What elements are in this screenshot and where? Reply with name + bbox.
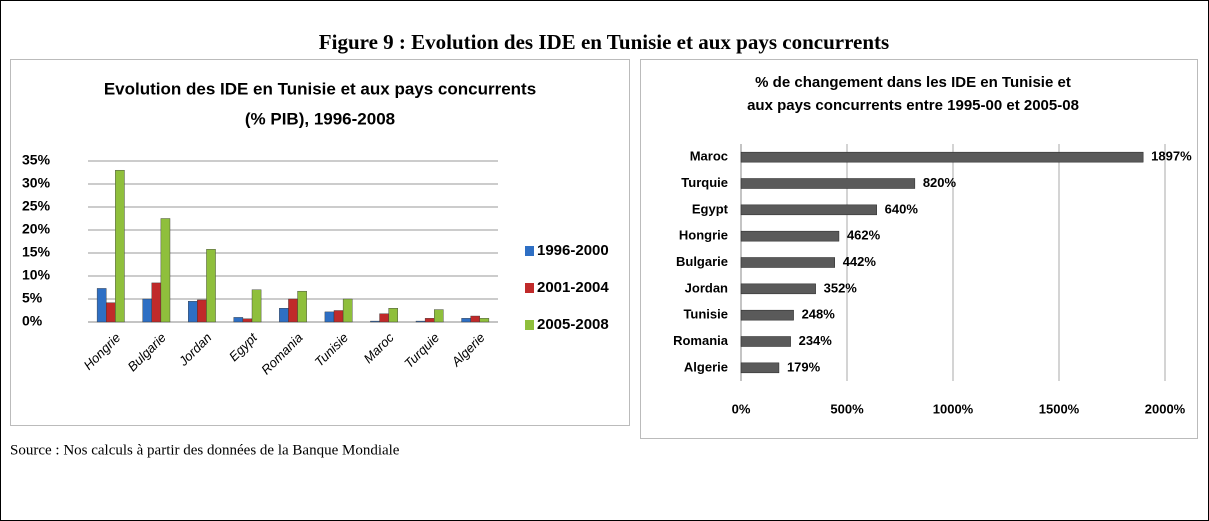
- value-label: 820%: [923, 175, 957, 190]
- y-tick-label: 10%: [22, 267, 51, 283]
- bar: [279, 308, 289, 323]
- y-tick-label: 35%: [22, 152, 51, 168]
- value-label: 640%: [885, 201, 919, 216]
- value-label: 248%: [802, 307, 836, 322]
- bar: [342, 298, 353, 323]
- y-tick-label: 15%: [22, 244, 51, 260]
- bar: [160, 218, 171, 323]
- bar: [740, 230, 840, 242]
- bar: [297, 290, 307, 323]
- bar: [740, 257, 835, 268]
- bar: [96, 288, 107, 323]
- bar: [106, 302, 116, 323]
- y-tick-label: 20%: [22, 221, 51, 237]
- value-label: 462%: [847, 228, 881, 243]
- y-tick-label: 25%: [22, 198, 51, 214]
- bar: [740, 151, 1144, 163]
- legend-label: 2005-2008: [537, 316, 609, 333]
- legend-swatch: [525, 283, 534, 293]
- bar: [142, 298, 152, 323]
- bar: [740, 336, 791, 347]
- y-tick-label: 30%: [22, 175, 51, 191]
- y-tick-label: Romania: [673, 333, 729, 348]
- bar: [461, 318, 471, 323]
- bar: [288, 298, 298, 323]
- y-tick-label: 5%: [22, 290, 43, 306]
- bar: [470, 315, 480, 323]
- right-panel: [640, 59, 1198, 439]
- value-label: 234%: [799, 333, 833, 348]
- bar: [424, 318, 435, 323]
- value-label: 1897%: [1151, 149, 1192, 164]
- bar: [740, 178, 916, 189]
- y-tick-label: Tunisie: [683, 307, 728, 322]
- bar: [197, 299, 207, 323]
- bar: [233, 317, 244, 323]
- chart-title: (% PIB), 1996-2008: [245, 109, 395, 128]
- legend-label: 2001-2004: [537, 279, 609, 296]
- bar: [115, 169, 125, 323]
- bar: [740, 309, 794, 321]
- value-label: 179%: [787, 359, 821, 374]
- left-panel: [10, 59, 630, 426]
- bar: [188, 301, 198, 323]
- legend-swatch: [525, 320, 534, 330]
- bar: [151, 282, 162, 323]
- legend-swatch: [525, 246, 534, 256]
- x-tick-label: 500%: [830, 401, 864, 416]
- bar: [251, 289, 262, 323]
- chart-title: % de changement dans les IDE en Tunisie …: [755, 74, 1071, 91]
- value-label: 352%: [824, 280, 858, 295]
- y-tick-label: Hongrie: [679, 228, 728, 243]
- chart-title: Evolution des IDE en Tunisie et aux pays…: [104, 79, 536, 98]
- bar: [434, 309, 444, 323]
- source: Source : Nos calculs à partir des donnée…: [10, 442, 400, 458]
- bar: [333, 310, 344, 323]
- y-tick-label: Maroc: [690, 149, 728, 164]
- bar: [740, 362, 780, 374]
- chart-title: aux pays concurrents entre 1995-00 et 20…: [747, 97, 1079, 114]
- x-tick-label: 2000%: [1145, 401, 1186, 416]
- x-tick-label: 1500%: [1039, 401, 1080, 416]
- bar: [740, 283, 816, 295]
- value-label: 442%: [843, 254, 877, 269]
- bar: [415, 320, 426, 323]
- bar: [370, 320, 380, 323]
- y-tick-label: Bulgarie: [676, 254, 728, 269]
- bar: [479, 318, 490, 323]
- bar: [242, 318, 253, 323]
- x-tick-label: 0%: [732, 401, 751, 416]
- bar: [324, 311, 335, 323]
- bar: [379, 313, 389, 323]
- y-tick-label: Egypt: [692, 201, 729, 216]
- y-tick-label: Algerie: [684, 359, 728, 374]
- y-tick-label: 0%: [22, 313, 43, 329]
- x-tick-label: 1000%: [933, 401, 974, 416]
- legend-label: 1996-2000: [537, 242, 609, 259]
- bar: [206, 249, 216, 323]
- y-tick-label: Jordan: [685, 280, 728, 295]
- bar: [740, 204, 877, 216]
- y-tick-label: Turquie: [681, 175, 728, 190]
- bar: [388, 308, 398, 323]
- figure-title: Figure 9 : Evolution des IDE en Tunisie …: [319, 30, 889, 54]
